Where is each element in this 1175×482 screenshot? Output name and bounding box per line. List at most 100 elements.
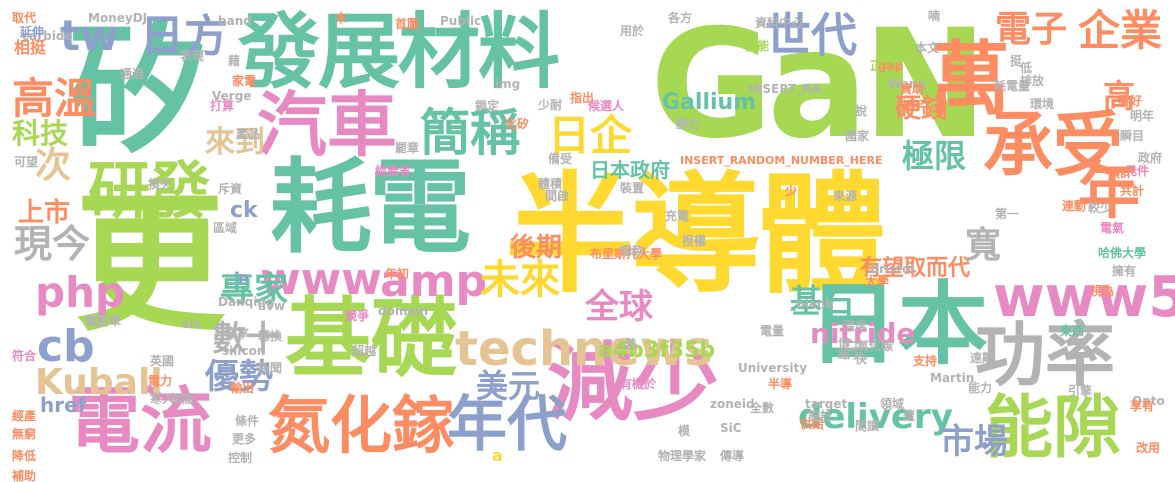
word: 大學 <box>865 274 890 288</box>
word: a <box>492 446 503 465</box>
word: 後期 <box>510 233 563 263</box>
word: technews <box>455 321 713 377</box>
word: gap <box>878 59 904 73</box>
word: 物理學家 <box>658 449 707 463</box>
word: zoneid <box>710 397 755 411</box>
word: 經產省 <box>375 164 412 178</box>
word: 表現 <box>180 49 205 63</box>
word: MoneyDJ <box>88 11 148 25</box>
word: 縮小 <box>838 347 863 361</box>
word: 傳導 <box>720 449 745 463</box>
word: 哈佛大學 <box>1098 246 1147 260</box>
word: 看好 <box>1118 94 1143 108</box>
word: 數十 <box>212 319 280 359</box>
word: 經產 <box>12 409 37 423</box>
word: 布里斯托大學 <box>590 247 663 261</box>
word: Martin <box>930 371 975 385</box>
word: 高溫 <box>12 74 97 123</box>
word: 排放 <box>1020 74 1045 88</box>
word: 擁有 <box>1112 264 1137 278</box>
word: Wang <box>888 77 927 91</box>
word: 體積 <box>538 177 563 191</box>
word: 間讀 <box>855 419 880 433</box>
word: 轉換 <box>258 329 283 343</box>
word: 共計 <box>1120 184 1145 198</box>
word: 硬錢 <box>895 94 948 124</box>
word: 半導體 <box>505 159 887 311</box>
word: Public <box>440 14 482 28</box>
word: 電流 <box>68 379 213 463</box>
word: 電氣 <box>1100 221 1125 235</box>
word: 指出 <box>570 91 595 105</box>
word: 科技 <box>12 117 69 150</box>
word: 化矽 <box>505 117 530 131</box>
word: src <box>182 317 203 331</box>
word: 政府 <box>1138 151 1163 165</box>
word: 世代 <box>765 8 857 62</box>
word: 符合 <box>12 349 37 363</box>
word: 市場 <box>940 422 1008 462</box>
word: 連動 <box>1062 199 1087 213</box>
word: 設計 <box>808 409 833 423</box>
word: 更 <box>75 178 226 352</box>
word: 現今 <box>14 222 91 266</box>
word: img <box>495 77 521 91</box>
word: 高 <box>1103 77 1136 115</box>
word: 能力 <box>968 381 993 395</box>
word: 研發 <box>88 154 210 227</box>
word: 超越 <box>352 344 377 358</box>
word: 氮化鎵 <box>268 389 455 462</box>
word: 電子 <box>995 9 1068 50</box>
word: 挺 <box>1010 54 1023 68</box>
word: 電量 <box>760 324 785 338</box>
word: 領域 <box>880 397 905 411</box>
word: 間啟 <box>545 189 570 203</box>
word: 企業 <box>1078 6 1163 55</box>
word: 電動車 <box>85 314 122 328</box>
word: 萬 <box>930 33 1010 126</box>
word: 基石 <box>790 282 855 320</box>
word: 快 <box>855 352 868 366</box>
word: 日本政府 <box>590 158 670 182</box>
word: 支持 <box>913 354 938 368</box>
word: 藉 <box>228 54 241 68</box>
word: 視為 <box>1090 284 1115 298</box>
word: 罷章 <box>395 141 420 155</box>
word: 較少 <box>1088 201 1113 215</box>
word: SiC <box>720 421 742 435</box>
word: 斥資 <box>218 182 243 196</box>
word: 延伸 <box>20 25 45 39</box>
word: 來到 <box>205 125 265 160</box>
word: 日本 <box>808 272 988 377</box>
word: 候選人 <box>588 99 625 113</box>
word: INSERT_RA <box>748 82 821 96</box>
word: 二氧化碳 <box>845 339 894 353</box>
word: 遠離 <box>970 351 995 365</box>
word: 有望取而代 <box>860 256 971 281</box>
word: 有機於 <box>620 377 657 391</box>
word: 區域 <box>213 221 238 235</box>
word: 環境 <box>1030 97 1055 111</box>
word: 寒入 <box>150 392 175 406</box>
word: nitride <box>810 317 916 350</box>
word: 年 <box>1078 154 1141 227</box>
word: 無窮 <box>12 427 37 441</box>
word: 矽 <box>68 10 209 173</box>
word: 發展材料 <box>238 5 560 100</box>
word: 未來 <box>480 257 560 303</box>
word: 能隙 <box>985 389 1122 468</box>
word: 相挺 <box>14 38 47 57</box>
word: 博士 <box>838 337 863 351</box>
word: 減少 <box>547 333 719 433</box>
word: 國家 <box>845 129 870 143</box>
word: 效率 <box>225 327 250 341</box>
word: 撥款 <box>620 244 645 258</box>
word: 瞬目 <box>1120 129 1145 143</box>
word: 用於 <box>620 24 645 38</box>
word: 控制 <box>228 451 253 465</box>
word: 年代 <box>447 390 567 460</box>
word: 熱 <box>625 337 638 351</box>
word: 更多 <box>232 432 257 446</box>
word: 少 <box>785 184 798 198</box>
word: 低 <box>1020 61 1033 75</box>
